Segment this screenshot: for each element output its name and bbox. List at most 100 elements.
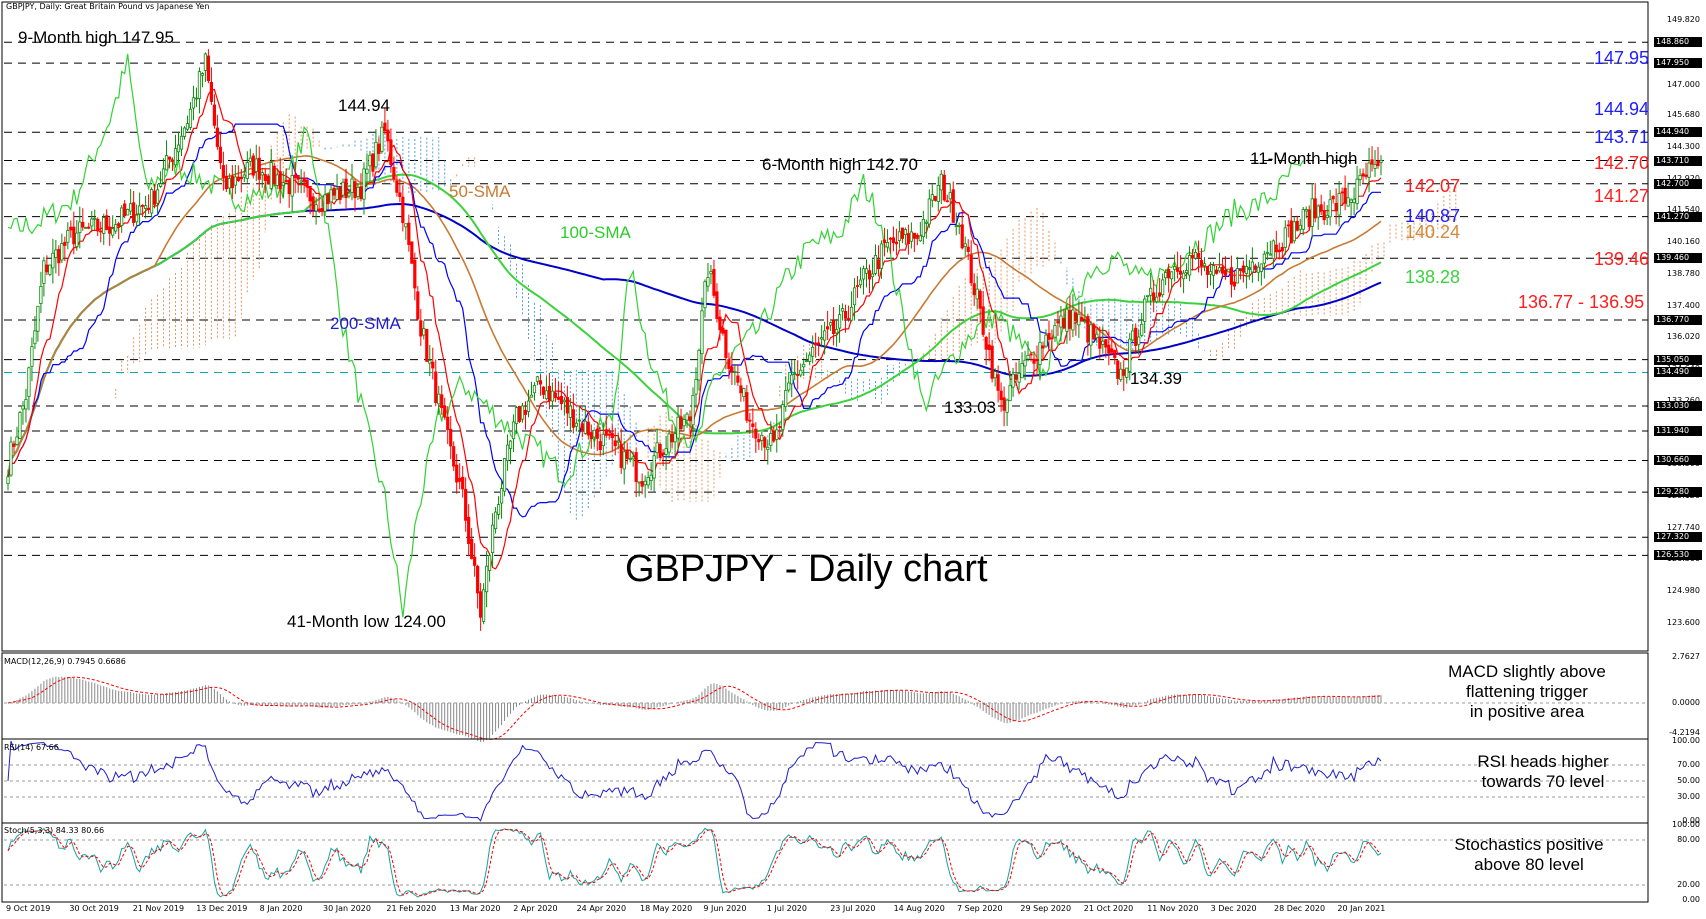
level-label-14024: 140.24 bbox=[1405, 222, 1461, 242]
candle-body bbox=[132, 202, 136, 223]
candle-body bbox=[272, 165, 276, 185]
candle-body bbox=[1304, 209, 1308, 212]
candle-body bbox=[257, 157, 261, 180]
level-label-14127: 141.27 bbox=[1594, 186, 1650, 206]
candle-body bbox=[676, 416, 680, 439]
candle-body bbox=[1014, 374, 1018, 380]
candle-body bbox=[909, 231, 913, 242]
candle-body bbox=[894, 241, 899, 245]
candle-body bbox=[598, 441, 602, 451]
candle-body bbox=[1167, 269, 1171, 279]
candle-body bbox=[284, 180, 288, 182]
candle-body bbox=[111, 228, 115, 236]
price-gridlines bbox=[4, 41, 1648, 556]
price-tick-label: 140.160 bbox=[1666, 237, 1700, 247]
candle-body bbox=[143, 205, 148, 209]
candle-body bbox=[577, 419, 581, 422]
price-tick-label: 149.820 bbox=[1666, 15, 1700, 25]
price-tick-label: 141.540 bbox=[1666, 205, 1700, 215]
candle-body bbox=[1340, 191, 1344, 194]
candle-body bbox=[344, 178, 348, 199]
candle-body bbox=[126, 208, 130, 216]
candle-body bbox=[75, 232, 79, 247]
rsi-line bbox=[7, 740, 1382, 822]
eleven-month-high-label: 11-Month high bbox=[1250, 149, 1358, 168]
candle-body bbox=[158, 183, 163, 187]
candle-body bbox=[888, 237, 893, 240]
candle-body bbox=[1238, 269, 1243, 271]
rsi-tick-label: 50.00 bbox=[1677, 776, 1700, 785]
candle-body bbox=[885, 242, 890, 248]
candle-body bbox=[15, 436, 19, 445]
candle-body bbox=[329, 189, 333, 203]
candle-body bbox=[616, 440, 620, 443]
candle-body bbox=[769, 433, 773, 446]
price-tick-label: 145.680 bbox=[1666, 110, 1700, 120]
candle-body bbox=[1355, 178, 1359, 204]
candle-body bbox=[969, 254, 973, 284]
stoch-header: Stoch(5,3,3) 84.33 80.66 bbox=[4, 826, 105, 835]
macd-note-line-1: MACD slightly above bbox=[1448, 662, 1606, 681]
macd-tick-label: -4.2194 bbox=[1669, 728, 1700, 737]
candle-body bbox=[1080, 317, 1084, 322]
candle-body bbox=[541, 386, 546, 395]
candle-body bbox=[1301, 209, 1305, 230]
candle-body bbox=[1074, 312, 1078, 321]
candle-body bbox=[855, 285, 860, 287]
candle-body bbox=[1050, 337, 1054, 340]
candle-body bbox=[1358, 174, 1362, 181]
candle-body bbox=[365, 168, 369, 174]
candle-body bbox=[60, 243, 64, 261]
candle-body bbox=[718, 316, 722, 331]
candle-body bbox=[48, 264, 52, 275]
candle-body bbox=[209, 81, 214, 102]
candle-body bbox=[1256, 266, 1260, 273]
panel-frame-0 bbox=[1, 1, 1649, 652]
candle-body bbox=[790, 374, 794, 385]
candle-body bbox=[389, 139, 393, 165]
candle-body bbox=[1190, 254, 1195, 259]
candle-body bbox=[1032, 358, 1036, 364]
stoch-note-line-2: above 80 level bbox=[1474, 855, 1584, 874]
candle-body bbox=[36, 305, 40, 332]
candle-body bbox=[335, 188, 339, 200]
candle-body bbox=[1131, 330, 1135, 341]
rsi-panel-plot bbox=[4, 740, 1648, 822]
rsi-tick-label: 0.00 bbox=[1682, 816, 1700, 825]
candle-body bbox=[1325, 214, 1329, 219]
candle-body bbox=[404, 223, 408, 228]
nine-month-high-label: 9-Month high 147.95 bbox=[18, 28, 174, 47]
panel-frames bbox=[1, 1, 1649, 903]
time-tick-label: 30 Jan 2020 bbox=[323, 904, 371, 913]
candle-body bbox=[685, 413, 689, 421]
candle-body bbox=[1226, 268, 1231, 273]
time-tick-label: 23 Jul 2020 bbox=[830, 904, 876, 913]
candle-body bbox=[499, 488, 504, 504]
tenkan-line bbox=[7, 88, 1382, 570]
candle-body bbox=[487, 555, 492, 571]
time-tick-label: 8 Jan 2020 bbox=[259, 904, 303, 913]
candle-body bbox=[1214, 269, 1219, 274]
candle-body bbox=[1376, 160, 1380, 167]
price-tick-label: 123.600 bbox=[1666, 617, 1700, 627]
candle-body bbox=[428, 359, 432, 364]
candle-body bbox=[437, 393, 441, 405]
candle-body bbox=[1065, 308, 1069, 332]
candle-body bbox=[550, 390, 555, 402]
candle-body bbox=[766, 446, 770, 450]
candle-body bbox=[81, 221, 85, 228]
candle-body bbox=[146, 207, 151, 210]
candle-body bbox=[1247, 267, 1251, 270]
stoch-tick-label: 100.00 bbox=[1672, 820, 1700, 829]
candle-body bbox=[876, 259, 881, 270]
candle-body bbox=[320, 208, 324, 212]
price-level-tag: 129.280 bbox=[1654, 487, 1702, 498]
candle-body bbox=[1161, 279, 1165, 296]
candle-body bbox=[1232, 281, 1237, 287]
candle-body bbox=[568, 405, 572, 418]
candle-body bbox=[1059, 315, 1063, 328]
candle-body bbox=[371, 153, 375, 172]
candle-body bbox=[1143, 298, 1147, 322]
candle-body bbox=[167, 156, 172, 160]
candle-body bbox=[1316, 205, 1320, 218]
